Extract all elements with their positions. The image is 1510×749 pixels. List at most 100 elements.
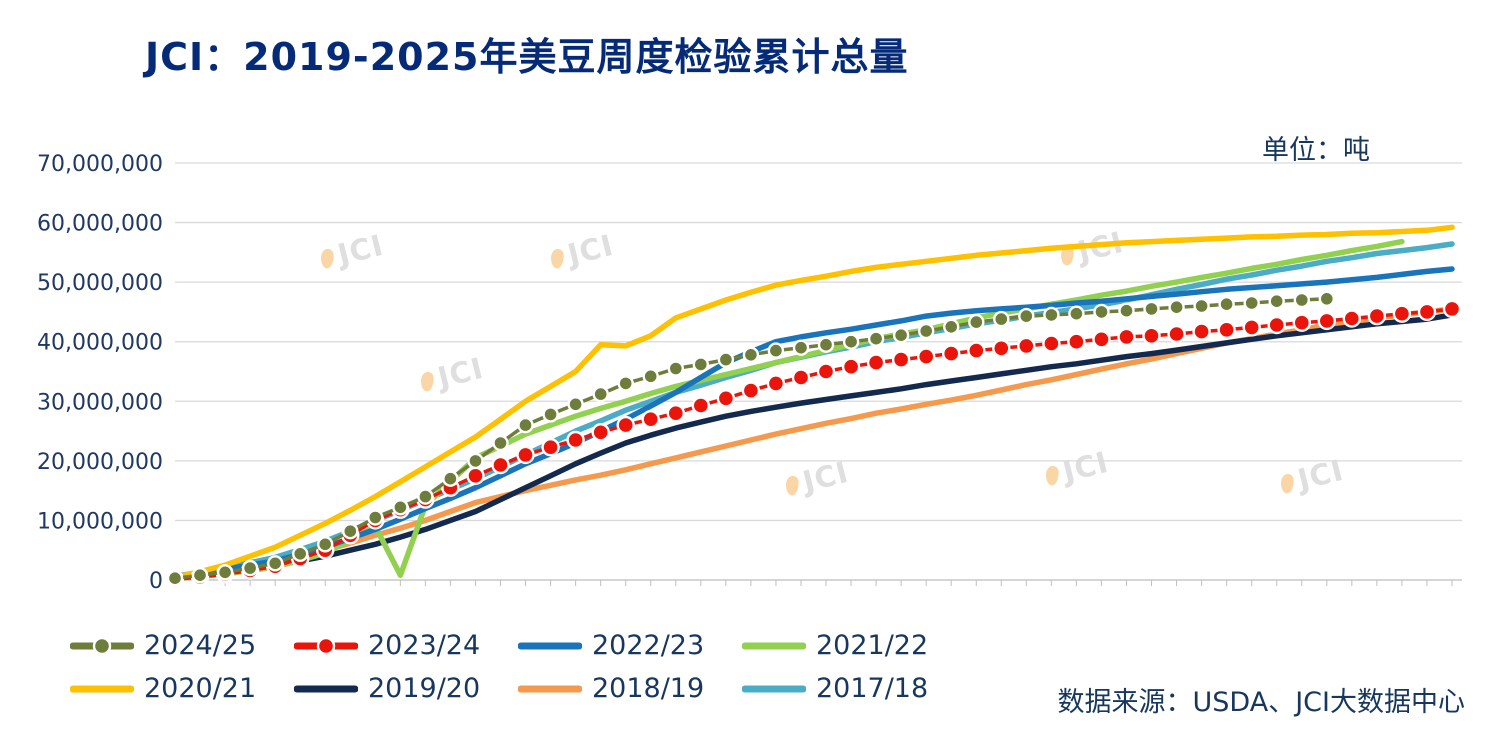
- data-point-marker: [1342, 309, 1362, 328]
- y-axis-tick-label: 30,000,000: [37, 390, 163, 415]
- data-point-marker: [792, 339, 810, 356]
- data-point-marker: [641, 410, 660, 429]
- data-point-marker: [791, 368, 811, 387]
- series-line: [172, 238, 1405, 582]
- data-point-marker: [1142, 326, 1161, 345]
- data-point-marker: [816, 362, 836, 381]
- y-axis-tick-label: 60,000,000: [37, 212, 163, 237]
- data-point-marker: [191, 567, 209, 584]
- legend-label: 2023/24: [368, 630, 481, 661]
- data-point-marker: [1167, 324, 1186, 344]
- legend-label: 2018/19: [592, 673, 705, 704]
- legend-label: 2020/21: [144, 673, 257, 704]
- data-point-marker: [516, 445, 535, 465]
- data-point-marker: [542, 406, 559, 423]
- data-point-marker: [1117, 327, 1136, 347]
- data-point-marker: [616, 415, 635, 435]
- data-point-marker: [267, 555, 284, 572]
- data-point-marker: [841, 357, 861, 376]
- y-axis-tick-label: 10,000,000: [37, 509, 163, 534]
- data-point-marker: [967, 341, 986, 360]
- data-point-marker: [742, 346, 760, 363]
- chart-legend: 2024/25 2023/24 2022/23 2021/22 2020/21 2019/…: [70, 630, 966, 704]
- y-axis-tick-label: 20,000,000: [37, 450, 163, 475]
- legend-item-2024-25: 2024/25: [70, 630, 294, 661]
- data-point-marker: [992, 339, 1011, 358]
- data-point-marker: [1017, 336, 1036, 356]
- data-point-marker: [993, 310, 1010, 328]
- legend-item-2022-23: 2022/23: [518, 630, 742, 661]
- legend-label: 2017/18: [816, 673, 929, 704]
- legend-label: 2022/23: [592, 630, 705, 661]
- data-point-marker: [216, 564, 234, 581]
- data-point-marker: [566, 430, 585, 450]
- data-point-marker: [1268, 293, 1285, 310]
- data-point-marker: [1218, 296, 1235, 313]
- legend-swatch-icon: [742, 642, 806, 649]
- data-point-marker: [442, 470, 459, 487]
- data-point-marker: [317, 536, 334, 553]
- data-point-marker: [866, 353, 886, 372]
- data-point-marker: [1067, 332, 1086, 351]
- data-point-marker: [591, 423, 610, 442]
- data-point-marker: [691, 396, 710, 415]
- legend-marker: [316, 636, 336, 655]
- data-point-marker: [1143, 300, 1160, 318]
- legend-label: 2019/20: [368, 673, 481, 704]
- series-2021-22: [172, 238, 1405, 582]
- legend-label: 2024/25: [144, 630, 257, 661]
- data-point-marker: [1018, 307, 1035, 325]
- data-point-marker: [1317, 311, 1337, 331]
- legend-swatch-icon: [518, 685, 582, 692]
- series-line: [172, 266, 1455, 580]
- data-point-marker: [1193, 297, 1210, 315]
- data-point-marker: [842, 333, 860, 350]
- data-point-marker: [918, 322, 935, 340]
- data-point-marker: [567, 396, 584, 413]
- y-axis-tick-label: 0: [149, 569, 163, 594]
- data-point-marker: [1192, 322, 1211, 341]
- legend-item-2020-21: 2020/21: [70, 673, 294, 704]
- legend-item-2017-18: 2017/18: [742, 673, 966, 704]
- legend-swatch-icon: [70, 636, 134, 655]
- data-point-marker: [541, 438, 560, 457]
- legend-label: 2021/22: [816, 630, 929, 661]
- data-point-marker: [466, 466, 485, 485]
- legend-swatch-icon: [518, 642, 582, 649]
- data-point-marker: [667, 360, 684, 377]
- data-point-marker: [1267, 315, 1286, 335]
- data-point-marker: [492, 434, 509, 452]
- data-point-marker: [1318, 290, 1336, 307]
- data-point-marker: [467, 452, 484, 470]
- data-point-marker: [968, 313, 985, 331]
- data-point-marker: [1442, 299, 1462, 319]
- legend-item-2021-22: 2021/22: [742, 630, 966, 661]
- data-point-marker: [1068, 305, 1085, 322]
- data-point-marker: [1042, 334, 1061, 353]
- data-point-marker: [1043, 306, 1060, 324]
- data-point-marker: [491, 455, 510, 475]
- data-point-marker: [1242, 318, 1261, 337]
- data-point-marker: [1168, 299, 1185, 316]
- data-point-marker: [942, 344, 961, 363]
- data-point-marker: [1392, 304, 1412, 323]
- series-2019-20: [172, 312, 1455, 581]
- data-point-marker: [1417, 302, 1437, 322]
- data-point-marker: [392, 499, 409, 516]
- data-point-marker: [1292, 313, 1312, 332]
- data-point-marker: [592, 385, 609, 403]
- y-axis-tick-label: 40,000,000: [37, 331, 163, 356]
- data-point-marker: [517, 416, 534, 434]
- data-point-marker: [342, 523, 359, 540]
- series-2022-23: [172, 266, 1455, 580]
- series-2024-25: [166, 290, 1336, 587]
- legend-swatch-icon: [70, 685, 134, 692]
- data-point-marker: [692, 356, 709, 373]
- series-line: [172, 312, 1455, 581]
- data-point-marker: [292, 545, 309, 562]
- data-point-marker: [1293, 291, 1311, 309]
- data-point-marker: [1367, 306, 1387, 326]
- chart-title: JCI：2019-2025年美豆周度检验累计总量: [145, 35, 909, 79]
